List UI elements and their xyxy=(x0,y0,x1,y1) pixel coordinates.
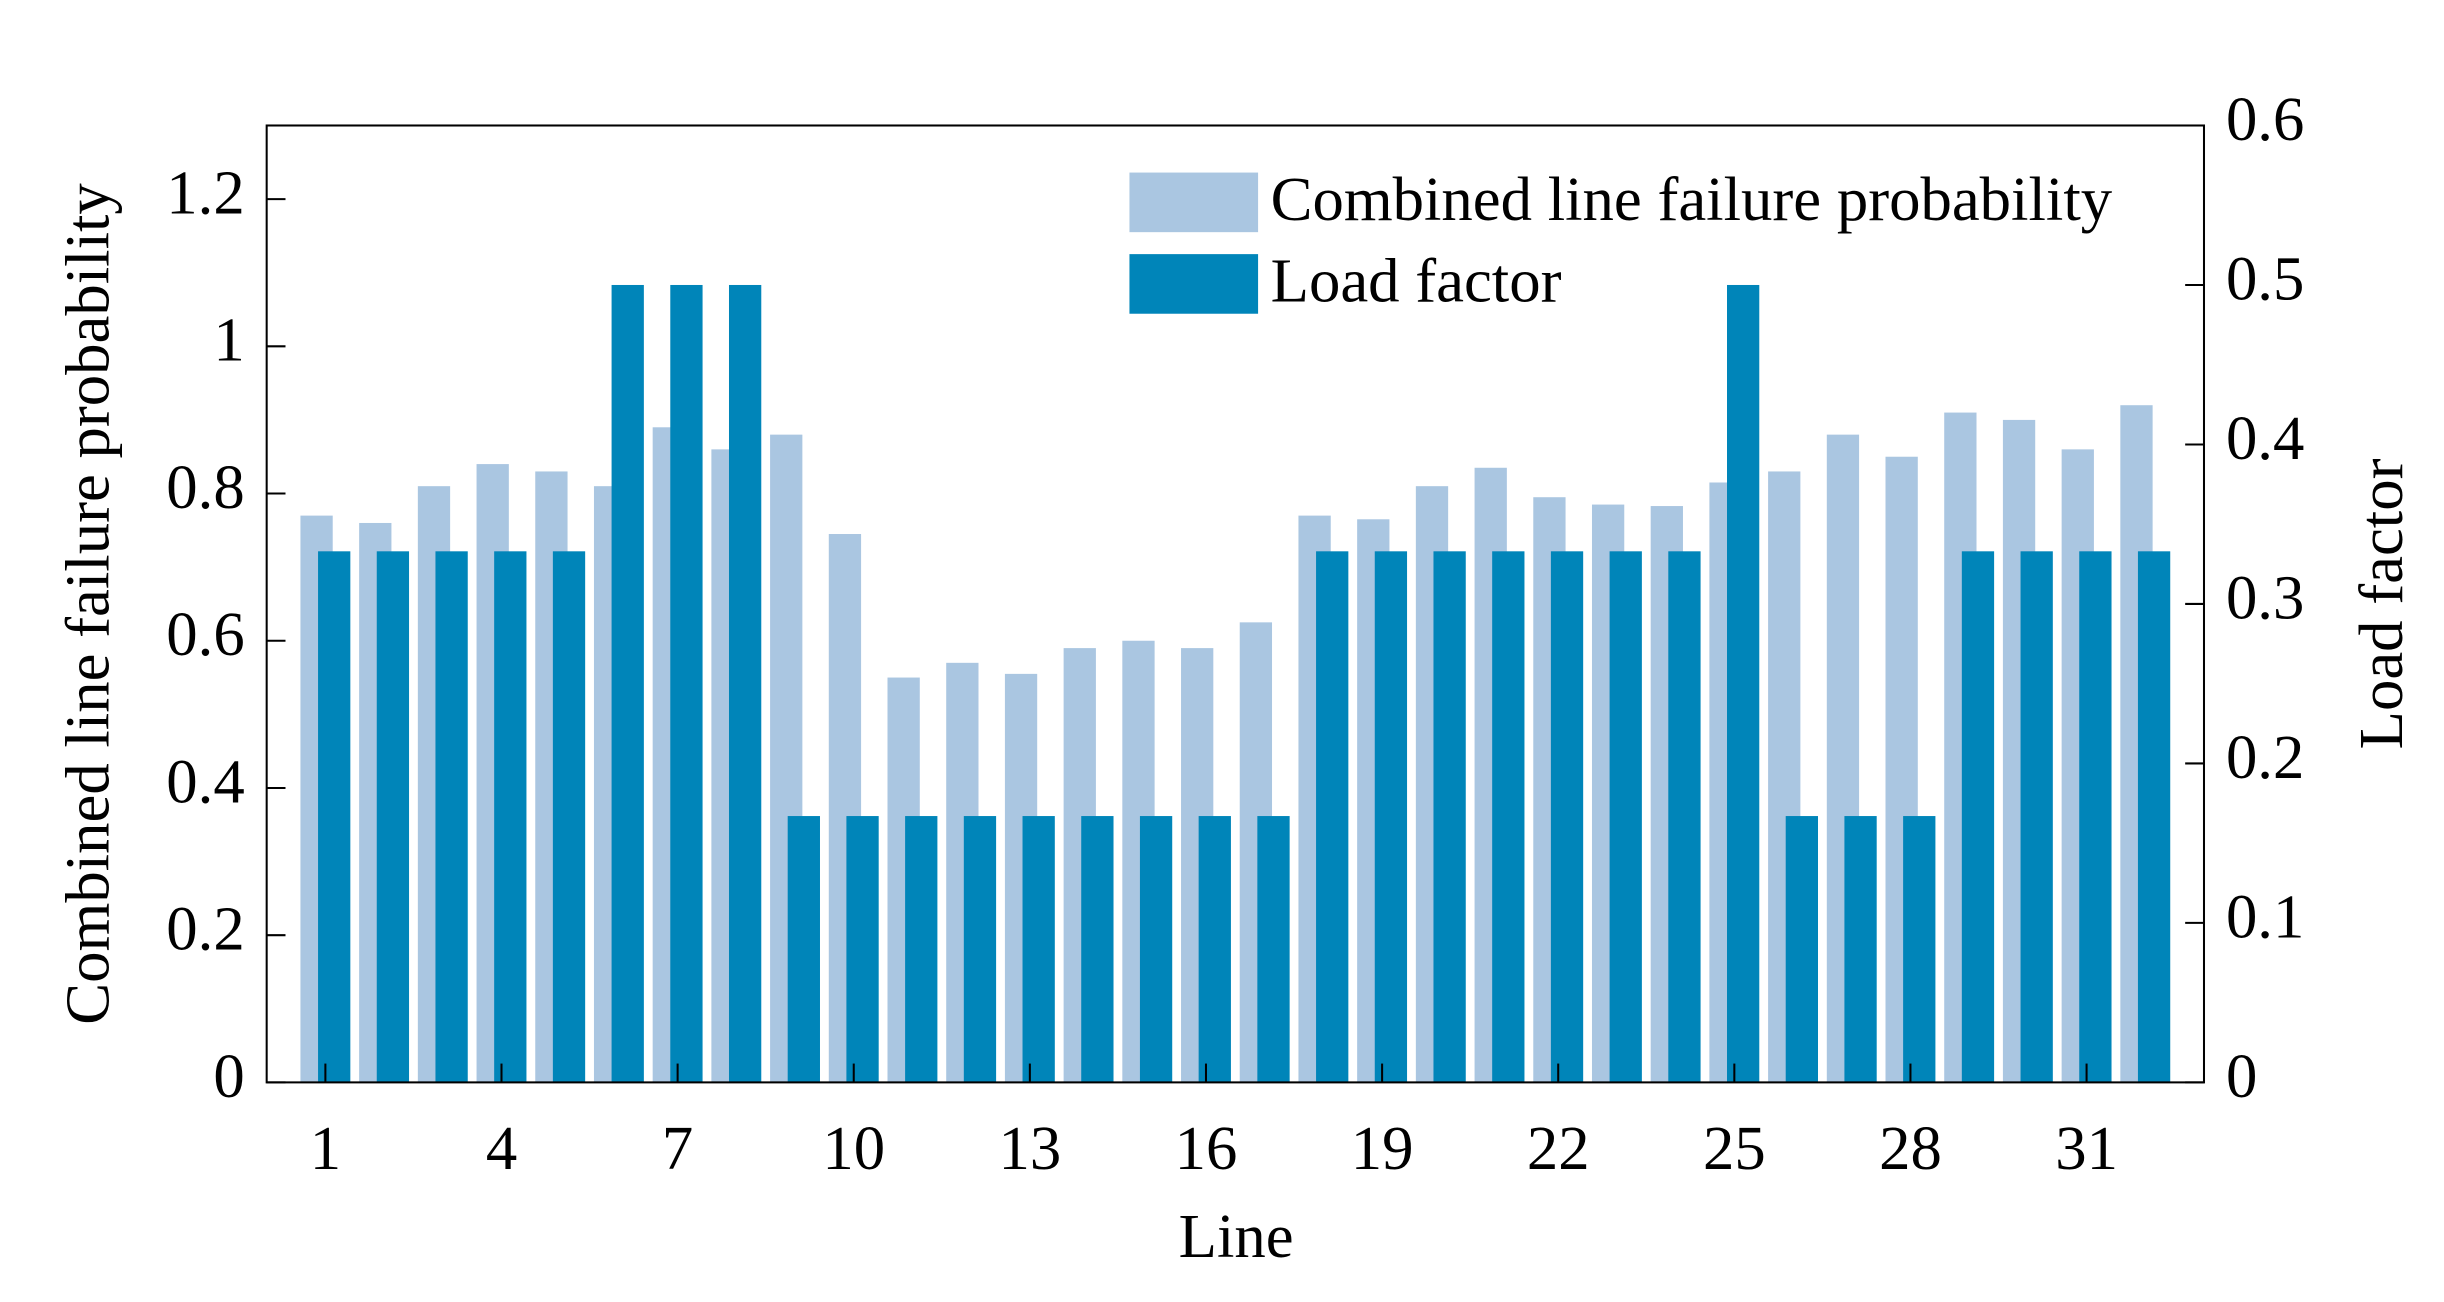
legend-label: Combined line failure probability xyxy=(1271,164,2113,234)
y2-tick-label: 0.2 xyxy=(2226,722,2304,792)
y2-tick-label: 0 xyxy=(2226,1041,2257,1111)
bar xyxy=(1081,816,1114,1083)
y-tick-label: 0 xyxy=(213,1041,244,1111)
y2-axis-label: Load factor xyxy=(2346,458,2416,749)
bar xyxy=(1785,816,1818,1083)
y-tick-label: 0.4 xyxy=(166,746,244,816)
x-tick-label: 10 xyxy=(822,1113,885,1183)
bar xyxy=(1668,551,1701,1083)
y2-tick-label: 0.5 xyxy=(2226,243,2304,313)
bar xyxy=(552,551,586,1083)
bar xyxy=(1374,551,1408,1083)
y-tick-label: 0.2 xyxy=(166,894,244,964)
bar xyxy=(2020,551,2053,1083)
x-tick-label: 25 xyxy=(1703,1113,1766,1183)
y2-tick-label: 0.6 xyxy=(2226,84,2304,154)
y-tick-label: 0.8 xyxy=(166,452,244,522)
legend-swatch xyxy=(1129,172,1259,233)
bar xyxy=(1022,816,1055,1083)
x-tick-label: 13 xyxy=(998,1113,1061,1183)
bar xyxy=(1609,551,1642,1083)
bar xyxy=(1961,551,1995,1083)
legend-label: Load factor xyxy=(1271,245,1562,315)
bar xyxy=(963,816,997,1083)
bar xyxy=(1727,284,1760,1083)
y2-tick-label: 0.3 xyxy=(2226,562,2304,632)
x-tick-label: 7 xyxy=(662,1113,693,1183)
bar xyxy=(318,551,351,1083)
y2-tick-label: 0.1 xyxy=(2226,881,2304,951)
bar xyxy=(1139,816,1173,1083)
bar xyxy=(1492,551,1525,1083)
x-axis-label: Line xyxy=(1179,1201,1294,1271)
y-axis-label: Combined line failure probability xyxy=(53,183,123,1025)
bar xyxy=(1844,816,1877,1083)
bar xyxy=(1433,551,1466,1083)
plot-frame xyxy=(265,124,2206,1084)
bar xyxy=(2079,551,2112,1083)
y-tick-label: 1 xyxy=(213,305,244,375)
bar xyxy=(846,816,879,1083)
bar xyxy=(494,551,527,1083)
bar xyxy=(1198,816,1231,1083)
bar xyxy=(1316,551,1349,1083)
y-tick-label: 1.2 xyxy=(166,157,244,227)
bar xyxy=(787,816,820,1083)
legend-swatch xyxy=(1129,254,1259,314)
y2-tick-label: 0.4 xyxy=(2226,403,2304,473)
bar xyxy=(1903,816,1936,1083)
bar xyxy=(670,284,703,1083)
bar xyxy=(435,551,468,1083)
bar xyxy=(376,551,410,1083)
bar xyxy=(2137,551,2171,1083)
y-tick-label: 0.6 xyxy=(166,599,244,669)
x-tick-label: 31 xyxy=(2055,1113,2118,1183)
x-tick-label: 4 xyxy=(486,1113,517,1183)
bar xyxy=(728,284,762,1083)
bar xyxy=(905,816,938,1083)
x-tick-label: 16 xyxy=(1175,1113,1238,1183)
x-tick-label: 19 xyxy=(1351,1113,1414,1183)
x-tick-label: 22 xyxy=(1527,1113,1590,1183)
bar xyxy=(611,284,644,1083)
bar xyxy=(1257,816,1290,1083)
bar xyxy=(1550,551,1584,1083)
x-tick-label: 28 xyxy=(1879,1113,1942,1183)
x-tick-label: 1 xyxy=(310,1113,341,1183)
